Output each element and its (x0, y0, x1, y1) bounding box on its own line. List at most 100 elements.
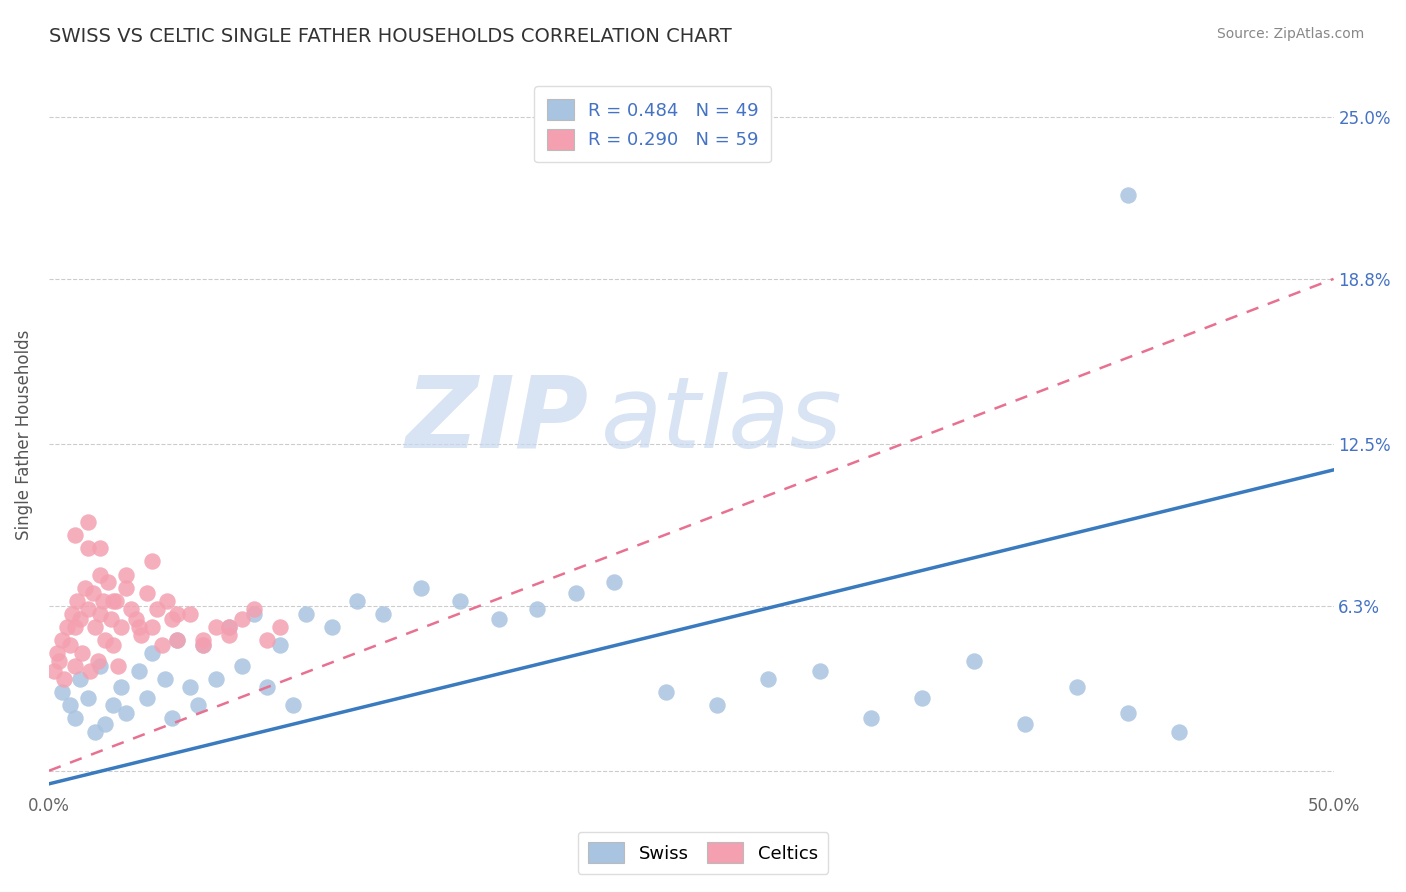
Point (84, 724, 107, 739)
Point (205, 672, 228, 686)
Point (66, 593, 89, 607)
Point (89, 567, 111, 582)
Y-axis label: Single Father Households: Single Father Households (15, 329, 32, 540)
Point (97, 575, 120, 590)
Point (63, 528, 86, 542)
Point (69, 612, 91, 626)
Point (63, 711, 86, 725)
Point (53, 672, 76, 686)
Point (141, 646, 163, 660)
Point (58, 638, 80, 652)
Point (91, 593, 114, 607)
Point (103, 698, 125, 713)
Text: SWISS VS CELTIC SINGLE FATHER HOUSEHOLDS CORRELATION CHART: SWISS VS CELTIC SINGLE FATHER HOUSEHOLDS… (49, 27, 733, 45)
Point (63, 659, 86, 673)
Point (42, 665, 65, 679)
Point (125, 612, 148, 626)
Point (179, 680, 201, 694)
Point (51, 685, 73, 699)
Point (94, 632, 117, 647)
Point (156, 593, 179, 607)
Point (808, 665, 831, 679)
Point (449, 593, 471, 607)
Point (72, 646, 94, 660)
Point (103, 593, 125, 607)
Legend: R = 0.484   N = 49, R = 0.290   N = 59: R = 0.484 N = 49, R = 0.290 N = 59 (534, 87, 772, 162)
Point (187, 698, 209, 713)
Point (131, 628, 153, 642)
Point (218, 620, 240, 634)
Point (166, 632, 188, 647)
Point (58, 698, 80, 713)
Point (87, 654, 110, 668)
Point (69, 672, 91, 686)
Point (205, 620, 228, 634)
Point (1168, 724, 1191, 739)
Point (128, 665, 150, 679)
Point (76, 515, 98, 529)
Point (76, 690, 98, 705)
Point (603, 575, 626, 590)
Point (63, 620, 86, 634)
Point (911, 690, 934, 705)
Point (191, 638, 214, 652)
Point (281, 698, 304, 713)
Point (231, 659, 253, 673)
Point (256, 680, 278, 694)
Point (89, 541, 111, 556)
Point (150, 638, 173, 652)
Point (218, 628, 240, 642)
Point (89, 659, 111, 673)
Point (110, 680, 132, 694)
Point (269, 638, 291, 652)
Point (115, 581, 138, 595)
Point (218, 620, 240, 634)
Point (321, 620, 343, 634)
Point (162, 711, 184, 725)
Text: atlas: atlas (602, 372, 844, 469)
Point (110, 620, 132, 634)
Point (94, 716, 117, 731)
Point (115, 567, 138, 582)
Point (153, 672, 176, 686)
Point (89, 607, 111, 621)
Point (100, 612, 122, 626)
Point (860, 711, 883, 725)
Point (60, 607, 83, 621)
Text: Source: ZipAtlas.com: Source: ZipAtlas.com (1216, 27, 1364, 41)
Point (654, 685, 676, 699)
Point (231, 612, 253, 626)
Point (79, 665, 101, 679)
Point (256, 632, 278, 647)
Point (73, 581, 96, 595)
Point (1116, 188, 1139, 202)
Point (103, 638, 125, 652)
Point (135, 690, 157, 705)
Point (269, 620, 291, 634)
Point (135, 586, 157, 600)
Point (107, 659, 129, 673)
Point (51, 632, 73, 647)
Point (243, 607, 266, 621)
Point (146, 601, 169, 615)
Point (82, 586, 104, 600)
Point (1116, 706, 1139, 721)
Point (1066, 680, 1088, 694)
Point (162, 612, 184, 626)
Point (191, 632, 214, 647)
Point (76, 601, 98, 615)
Point (48, 654, 70, 668)
Point (295, 607, 318, 621)
Point (141, 620, 163, 634)
Point (128, 620, 150, 634)
Point (104, 593, 127, 607)
Point (191, 638, 214, 652)
Point (488, 612, 510, 626)
Point (371, 607, 394, 621)
Point (76, 541, 98, 556)
Point (526, 601, 548, 615)
Point (963, 654, 986, 668)
Point (179, 607, 201, 621)
Point (141, 554, 163, 568)
Point (166, 607, 188, 621)
